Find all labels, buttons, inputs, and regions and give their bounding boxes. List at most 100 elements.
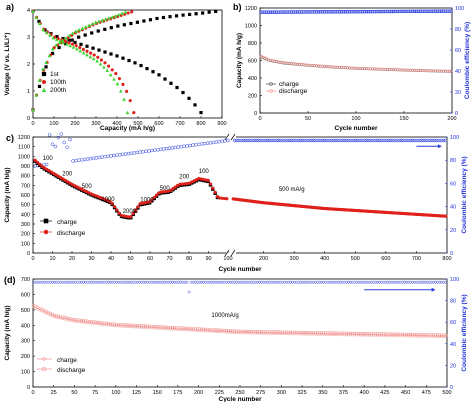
- data-point-a: [116, 24, 120, 28]
- data-point-c-ce: [80, 158, 84, 162]
- data-point-c-ce: [77, 158, 81, 162]
- data-point-c-ce: [287, 138, 292, 143]
- data-point-c: [47, 169, 51, 173]
- data-point-a: [90, 21, 95, 26]
- data-point-c-ce: [352, 138, 356, 143]
- legend-marker-b: [269, 82, 273, 86]
- data-point-d: [96, 320, 100, 325]
- data-point-b-ce: [445, 9, 449, 13]
- data-point-b: [342, 66, 345, 69]
- data-point-c-ce: [315, 138, 319, 143]
- data-point-a: [122, 23, 126, 27]
- data-point-a: [103, 61, 107, 65]
- axis-break-gap-top: [226, 134, 236, 140]
- data-point-b-ce: [320, 10, 325, 14]
- data-point-c-ce: [311, 138, 316, 143]
- rate-label-c: 500: [82, 184, 93, 190]
- data-point-c-ce: [241, 138, 246, 143]
- data-point-a: [54, 43, 58, 47]
- data-point-b-ce: [309, 10, 313, 14]
- data-point-d: [382, 332, 386, 336]
- data-point-b-ce: [276, 10, 280, 14]
- data-point-d: [237, 329, 241, 333]
- data-point-b: [351, 66, 355, 70]
- data-point-c: [147, 200, 152, 204]
- data-point-d: [54, 314, 59, 318]
- legend-c: charge discharge: [40, 218, 86, 237]
- data-point-b: [324, 64, 328, 68]
- data-point-b-ce: [339, 10, 344, 14]
- data-point-a: [109, 26, 113, 30]
- axis-break-mark: [230, 133, 236, 141]
- x-tick-label-a: 400: [112, 121, 121, 127]
- data-point-a: [57, 40, 62, 45]
- x-tick-label-c: 50: [127, 256, 133, 262]
- data-point-a: [128, 98, 132, 103]
- data-point-d: [224, 328, 228, 333]
- x-tick-label-d: 100: [111, 390, 120, 396]
- data-point-b-ce: [284, 10, 288, 14]
- data-point-b-ce: [359, 10, 363, 14]
- data-point-c-ce: [375, 138, 380, 143]
- data-point-b-ce: [387, 9, 392, 14]
- data-point-d: [108, 322, 113, 326]
- data-point-c-ce: [300, 138, 305, 143]
- data-point-b: [393, 68, 397, 72]
- data-point-c-ce: [302, 138, 306, 143]
- y-tick-label-d: 500: [21, 308, 30, 314]
- data-point-c-ce: [185, 144, 189, 148]
- data-point-d: [415, 332, 419, 337]
- data-point-a: [50, 51, 55, 56]
- data-point-d: [208, 327, 212, 332]
- data-point-d: [315, 331, 320, 335]
- x-tick-label-a: 0: [31, 121, 34, 127]
- data-point-c-ce: [370, 138, 374, 143]
- x-tick-label-d: 75: [92, 390, 98, 396]
- data-point-b-ce: [374, 9, 378, 14]
- legend-marker-c: [43, 218, 49, 224]
- data-point-b: [368, 67, 372, 71]
- axis-break-mark: [224, 249, 230, 257]
- data-point-d: [317, 331, 322, 335]
- data-point-d: [355, 331, 359, 336]
- data-point-b: [367, 67, 370, 71]
- data-point-d: [313, 331, 317, 335]
- x-tick-label-d: 150: [153, 390, 162, 396]
- data-point-a: [81, 50, 86, 55]
- y-tick-label-c: 500: [21, 203, 30, 209]
- data-point-d: [290, 330, 295, 334]
- data-point-c-ce: [262, 138, 266, 143]
- data-point-d: [340, 331, 344, 335]
- data-point-c: [131, 211, 135, 216]
- data-point-c-ce: [416, 138, 420, 143]
- data-point-b-ce: [439, 9, 444, 13]
- data-point-d: [106, 321, 110, 326]
- x-tick-label-c: 400: [320, 256, 329, 262]
- data-point-d: [168, 325, 173, 330]
- data-point-b: [272, 59, 276, 63]
- data-point-c: [45, 167, 49, 171]
- data-point-b-ce: [280, 10, 284, 14]
- data-point-c: [49, 170, 53, 174]
- data-point-d: [222, 328, 226, 333]
- data-point-d: [274, 330, 278, 334]
- data-point-d: [359, 331, 363, 336]
- data-point-b-ce: [449, 9, 453, 13]
- data-point-a: [93, 20, 98, 24]
- data-point-c-ce: [243, 138, 248, 143]
- data-point-c: [61, 177, 65, 181]
- y-tick-label-d: 0: [27, 385, 30, 391]
- x-tick-label-c: 70: [166, 256, 172, 262]
- data-point-a: [51, 35, 56, 40]
- rate-label-c: 500: [160, 186, 171, 192]
- data-point-d-ce: [444, 280, 448, 284]
- y-axis-label-a: Voltage (V vs. Li/Li⁺): [4, 33, 11, 96]
- x-tick-label-d: 325: [298, 390, 307, 396]
- data-point-c-ce: [307, 138, 312, 143]
- data-point-c-ce: [202, 141, 207, 146]
- y-tick-label-c: 0: [27, 251, 30, 257]
- data-point-b-ce: [386, 9, 390, 14]
- data-point-d: [423, 333, 427, 337]
- data-point-b: [390, 68, 393, 71]
